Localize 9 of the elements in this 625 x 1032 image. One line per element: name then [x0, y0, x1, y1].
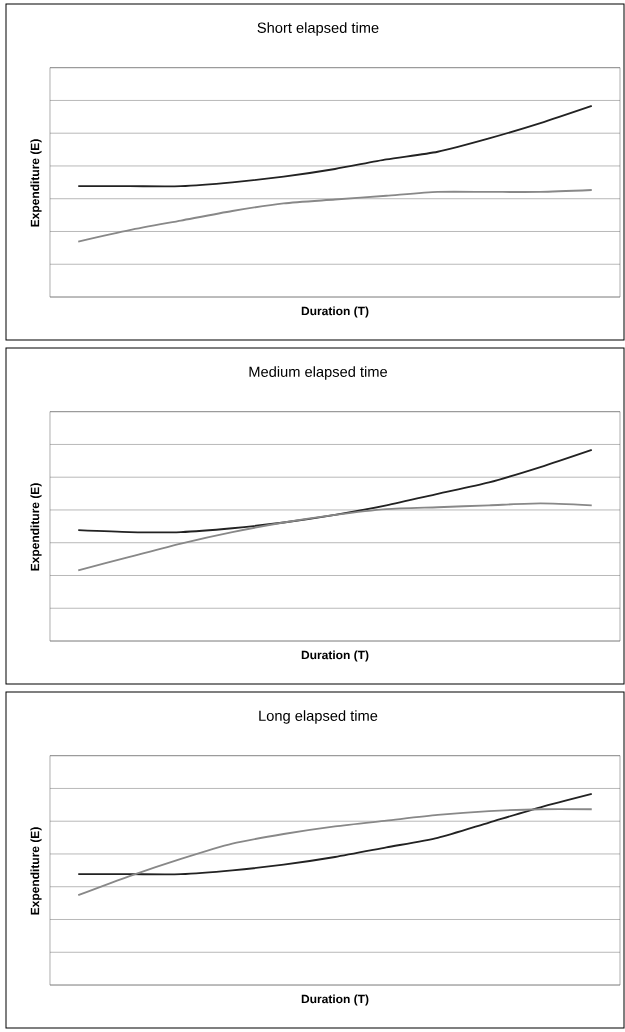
y-axis-title: Expenditure (E) — [30, 827, 42, 915]
x-axis-title: Duration (T) — [301, 306, 369, 318]
x-axis-title: Duration (T) — [301, 994, 369, 1006]
chart-title: Medium elapsed time — [249, 366, 388, 380]
y-axis-title: Expenditure (E) — [30, 483, 42, 571]
chart-title: Short elapsed time — [257, 22, 379, 36]
chart-title: Long elapsed time — [259, 710, 378, 724]
y-axis-title: Expenditure (E) — [30, 139, 42, 227]
x-axis-title: Duration (T) — [301, 650, 369, 662]
